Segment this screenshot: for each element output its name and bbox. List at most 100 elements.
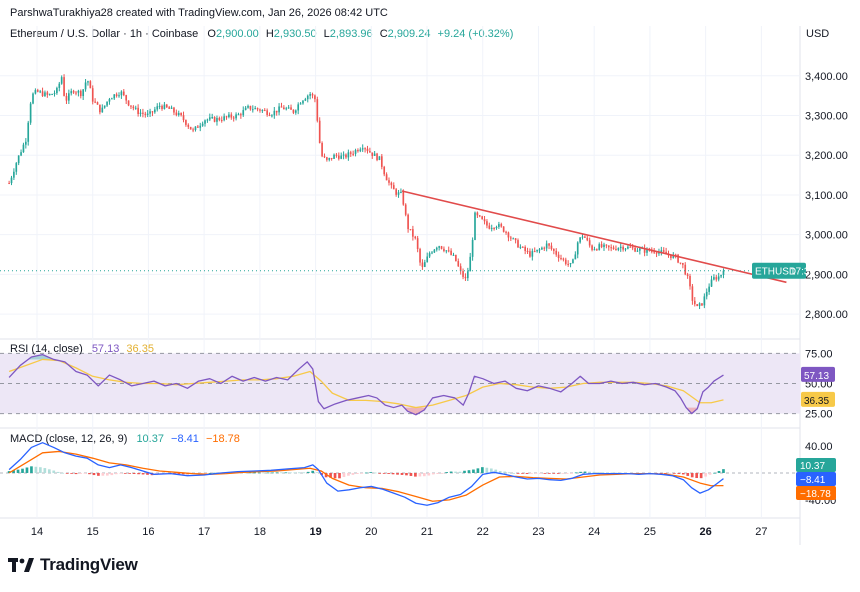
candle-body[interactable] [643,248,646,253]
candle-body[interactable] [218,117,221,121]
candle-body[interactable] [29,103,32,123]
candle-body[interactable] [392,185,395,190]
candle-body[interactable] [290,107,292,110]
candle-body[interactable] [127,100,130,106]
candle-body[interactable] [266,110,268,115]
candle-body[interactable] [316,99,319,121]
candle-body[interactable] [173,107,175,113]
candle-body[interactable] [247,105,249,108]
candle-body[interactable] [357,150,359,152]
candle-body[interactable] [58,83,61,88]
candle-body[interactable] [533,251,536,253]
candle-body[interactable] [409,229,412,231]
candle-body[interactable] [548,243,550,246]
candle-body[interactable] [605,244,608,246]
candle-body[interactable] [421,262,424,267]
candle-body[interactable] [359,149,362,152]
candle-body[interactable] [161,105,163,109]
candle-body[interactable] [187,124,190,127]
candle-body[interactable] [151,111,154,113]
candle-body[interactable] [517,240,519,248]
candle-body[interactable] [8,183,10,185]
candle-body[interactable] [22,144,25,153]
candle-body[interactable] [588,240,591,246]
price-pane[interactable] [0,74,800,310]
candle-body[interactable] [471,239,474,257]
candle-body[interactable] [254,108,257,110]
candle-body[interactable] [120,91,123,96]
candle-body[interactable] [636,250,639,252]
candle-body[interactable] [17,155,20,164]
candle-body[interactable] [175,112,178,116]
candle-body[interactable] [335,154,338,156]
candle-body[interactable] [619,246,622,249]
candle-body[interactable] [445,250,448,252]
candle-body[interactable] [452,254,455,256]
candle-body[interactable] [720,274,722,277]
candle-body[interactable] [488,225,491,229]
candle-body[interactable] [481,216,483,220]
candle-body[interactable] [562,258,565,260]
candle-body[interactable] [27,122,30,142]
candle-body[interactable] [639,248,641,251]
candle-body[interactable] [433,249,436,253]
candle-body[interactable] [531,251,534,257]
candle-body[interactable] [72,91,75,93]
candle-body[interactable] [20,152,22,156]
candle-body[interactable] [521,246,524,248]
candle-body[interactable] [204,120,206,124]
candle-body[interactable] [369,151,371,153]
candle-body[interactable] [101,107,104,113]
candle-body[interactable] [240,114,242,116]
candle-body[interactable] [715,277,718,280]
candle-body[interactable] [125,95,128,101]
candle-body[interactable] [603,244,605,248]
candle-body[interactable] [674,254,677,256]
candle-body[interactable] [251,109,254,111]
candle-body[interactable] [330,157,333,159]
candle-body[interactable] [56,87,58,94]
candle-body[interactable] [228,114,230,118]
candle-body[interactable] [596,249,598,251]
candle-body[interactable] [89,81,92,89]
rsi-pane[interactable] [0,352,800,416]
candle-body[interactable] [96,102,99,105]
candle-body[interactable] [361,148,364,150]
candle-body[interactable] [163,104,166,109]
candle-body[interactable] [457,261,460,267]
candle-body[interactable] [455,254,457,262]
candle-body[interactable] [108,99,111,102]
candle-body[interactable] [498,224,500,227]
candle-body[interactable] [230,114,233,118]
candle-body[interactable] [280,106,283,108]
candle-body[interactable] [328,157,331,160]
candle-body[interactable] [51,94,53,96]
candle-body[interactable] [364,148,366,150]
candle-body[interactable] [44,92,46,97]
candle-body[interactable] [352,153,354,155]
candle-body[interactable] [70,91,73,94]
candle-body[interactable] [691,286,694,301]
candle-body[interactable] [268,114,271,116]
candle-body[interactable] [168,107,171,109]
candle-body[interactable] [693,300,696,305]
candle-body[interactable] [469,256,472,272]
candle-body[interactable] [407,214,409,230]
candle-body[interactable] [311,94,314,96]
candle-body[interactable] [32,93,34,104]
candle-body[interactable] [653,250,656,253]
candle-body[interactable] [591,245,593,250]
candle-body[interactable] [232,117,235,119]
candle-body[interactable] [646,248,648,253]
candle-body[interactable] [278,106,280,113]
candle-body[interactable] [541,247,543,250]
candle-body[interactable] [199,125,202,128]
candle-body[interactable] [679,262,682,264]
candle-body[interactable] [63,77,65,96]
candle-body[interactable] [426,256,429,263]
candle-body[interactable] [705,291,708,297]
candle-body[interactable] [459,266,462,272]
candle-body[interactable] [302,100,304,104]
macd-pane[interactable] [0,442,800,506]
candle-body[interactable] [696,304,699,307]
